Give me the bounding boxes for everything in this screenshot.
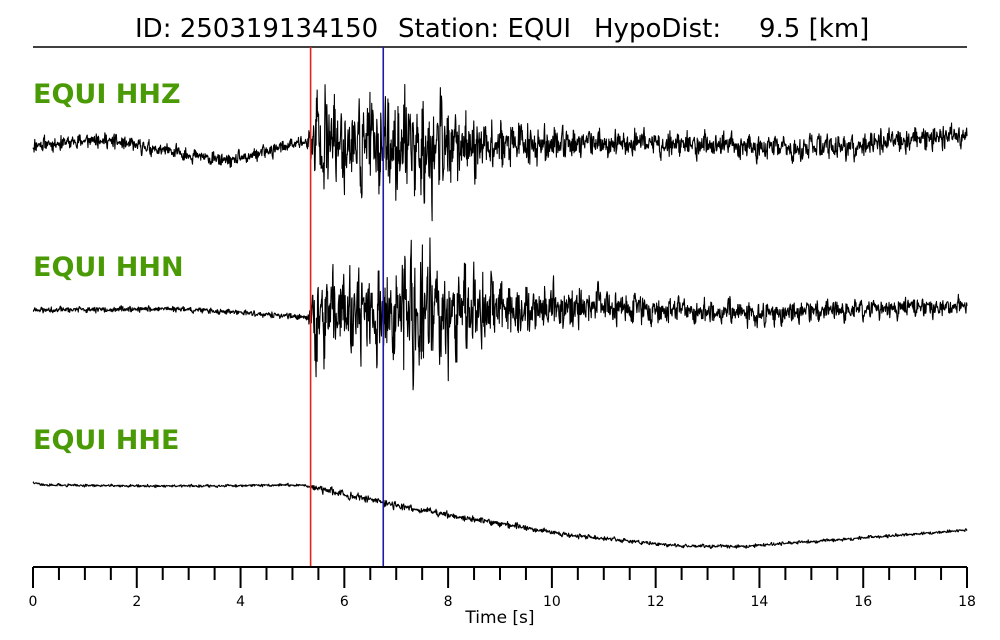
x-tick-label: 4 [236, 594, 245, 610]
x-tick-label: 16 [854, 594, 872, 610]
x-tick-label: 0 [29, 594, 38, 610]
x-tick-label: 12 [647, 594, 665, 610]
x-axis-tick-labels: 0 2 4 6 8 10 12 14 16 18 [29, 594, 976, 610]
x-axis-label: Time [s] [464, 608, 534, 628]
trace-hhn [32, 237, 968, 391]
trace-hhz [32, 83, 968, 222]
x-axis: 0 2 4 6 8 10 12 14 16 18 Time [s] [29, 566, 976, 628]
x-tick-label: 2 [132, 594, 141, 610]
x-tick-label: 14 [751, 594, 769, 610]
trace-hhe [32, 481, 968, 549]
x-tick-label: 6 [340, 594, 349, 610]
chart-title: ID: 250319134150 Station: EQUI HypoDist:… [135, 14, 869, 44]
hypodist-value: 9.5 [km] [759, 14, 869, 44]
x-tick-label: 8 [444, 594, 453, 610]
x-axis-ticks [32, 567, 968, 588]
station-text: Station: EQUI [398, 14, 571, 44]
x-tick-label: 10 [543, 594, 561, 610]
event-id-text: ID: 250319134150 [135, 14, 378, 44]
hypodist-label: HypoDist: [594, 14, 721, 44]
x-tick-label: 18 [958, 594, 976, 610]
channel-label-hhn: EQUI HHN [33, 252, 184, 283]
channel-label-hhz: EQUI HHZ [33, 79, 181, 110]
channel-label-hhe: EQUI HHE [33, 425, 179, 456]
